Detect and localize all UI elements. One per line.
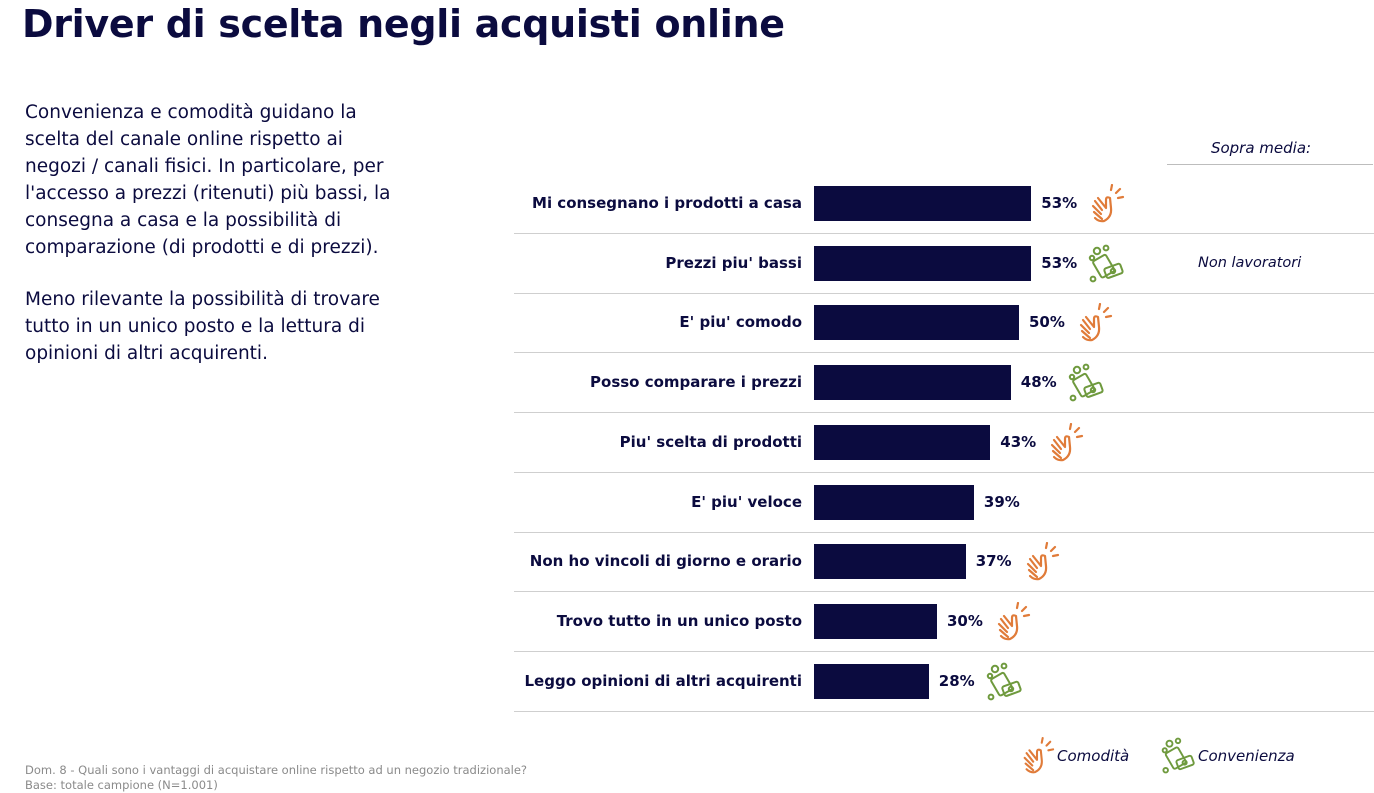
legend-label-comodita: Comodità [1057,747,1130,765]
bar [814,603,937,639]
sopra-media-header: Sopra media: [1167,137,1373,165]
chart-row: Prezzi piu' bassi 53% Non lavoratori [514,234,1374,294]
comodita-icon [1087,183,1125,224]
chart-row: E' piu' comodo 50% [514,293,1374,354]
value-label: 48% [1020,373,1057,392]
comodita-icon [1022,542,1060,582]
comodita-icon [1075,303,1113,343]
bar [814,663,929,699]
value-label: 50% [1029,313,1065,332]
value-label: 39% [983,492,1020,511]
value-label: 53% [1041,253,1078,272]
value-label: 30% [947,611,983,630]
value-label: 37% [975,552,1012,571]
value-label: 43% [1000,432,1037,451]
convenienza-icon [1067,363,1105,403]
convenienza-icon [985,662,1023,702]
chart-row: Non ho vincoli di giorno e orario 37% [514,532,1374,593]
page-title: Driver di scelta negli acquisti online [22,2,785,46]
chart-row: Trovo tutto in un unico posto 30% [514,592,1374,652]
comodita-icon [1019,736,1055,776]
bar [814,544,966,580]
bar [814,186,1032,221]
value-label: 53% [1041,194,1078,212]
category-label: Non ho vincoli di giorno e orario [529,552,802,571]
chart-row: Leggo opinioni di altri acquirenti 28% [514,652,1374,712]
footer-note: Dom. 8 - Quali sono i vantaggi di acquis… [25,763,527,793]
legend-label-convenienza: Convenienza [1198,747,1295,765]
legend-convenienza: Convenienza [1160,735,1295,777]
convenienza-icon [1160,736,1196,776]
intro-text: Convenienza e comodità guidano la scelta… [25,99,395,392]
bar [814,305,1019,341]
sopra-media-label: Sopra media: [1210,139,1312,157]
category-label: Trovo tutto in un unico posto [556,611,802,630]
value-label: 28% [938,671,975,690]
bar [814,365,1011,401]
category-label: Posso comparare i prezzi [590,373,802,392]
chart-row: Piu' scelta di prodotti 43% [514,413,1374,473]
chart-row: Posso comparare i prezzi 48% [514,353,1374,414]
category-label: Piu' scelta di prodotti [619,432,802,451]
footer-question: Dom. 8 - Quali sono i vantaggi di acquis… [25,763,528,777]
category-label: Mi consegnano i prodotti a casa [532,194,802,212]
bar [814,245,1032,281]
chart-row: E' piu' veloce 39% [514,473,1374,533]
chart-row: Mi consegnano i prodotti a casa 53% [514,174,1374,234]
sopra-media-note: Non lavoratori [1198,254,1302,271]
bar [814,424,991,460]
intro-paragraph-2: Meno rilevante la possibilità di trovare… [25,289,380,364]
legend-comodita: Comodità [1019,735,1129,777]
category-label: Prezzi piu' bassi [665,253,802,272]
category-label: Leggo opinioni di altri acquirenti [524,671,802,690]
comodita-icon [1046,422,1084,463]
convenienza-icon [1087,244,1125,284]
category-label: E' piu' veloce [691,492,802,511]
intro-paragraph-1: Convenienza e comodità guidano la scelta… [25,102,391,258]
comodita-icon [993,601,1031,642]
category-label: E' piu' comodo [679,313,802,332]
bar [814,484,974,520]
footer-base: Base: totale campione (N=1.001) [25,778,218,792]
